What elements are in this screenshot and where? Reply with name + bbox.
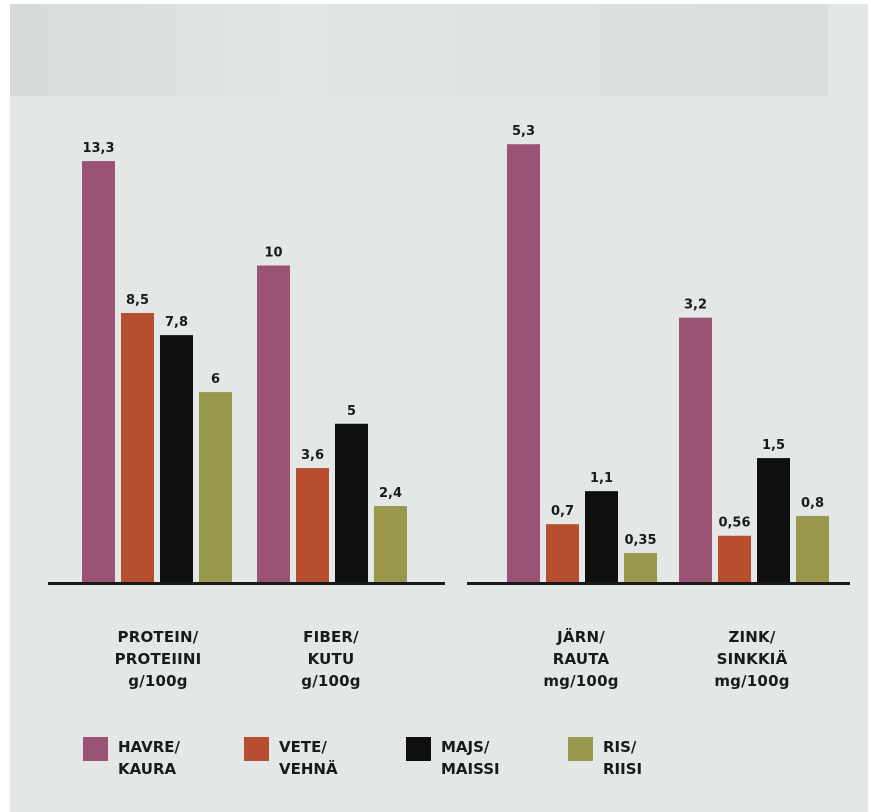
category-label: PROTEIN/ <box>118 628 199 646</box>
legend-label: VEHNÄ <box>279 759 338 778</box>
category-label: PROTEIINI <box>115 650 202 668</box>
data-label: 1,5 <box>762 438 785 453</box>
data-label: 5 <box>347 404 356 419</box>
bar <box>757 458 790 582</box>
category-label: mg/100g <box>543 672 618 690</box>
data-label: 3,6 <box>301 448 324 463</box>
bar <box>624 553 657 582</box>
category-label: SINKKIÄ <box>717 649 788 668</box>
legend-swatch <box>244 737 269 761</box>
legend-label: RIS/ <box>603 738 637 756</box>
bar <box>296 468 329 582</box>
legend-swatch <box>568 737 593 761</box>
legend-label: KAURA <box>118 760 177 778</box>
data-label: 2,4 <box>379 486 402 501</box>
legend-swatch <box>83 737 108 761</box>
bar <box>257 265 290 582</box>
bar <box>507 144 540 582</box>
data-label: 0,7 <box>551 504 574 519</box>
legend-label: MAISSI <box>441 760 500 778</box>
data-label: 8,5 <box>126 293 149 308</box>
category-label: g/100g <box>128 672 187 690</box>
bar <box>160 335 193 582</box>
data-label: 6 <box>211 372 220 387</box>
bar <box>546 524 579 582</box>
legend-label: MAJS/ <box>441 738 490 756</box>
category-label: RAUTA <box>553 650 610 668</box>
bar <box>82 161 115 582</box>
data-label: 1,1 <box>590 471 613 486</box>
bar <box>335 423 368 582</box>
legend-label: HAVRE/ <box>118 738 181 756</box>
data-label: 5,3 <box>512 124 535 139</box>
bar <box>585 491 618 582</box>
data-label: 0,8 <box>801 496 824 511</box>
legend-label: VETE/ <box>279 738 327 756</box>
legend-label: RIISI <box>603 760 642 778</box>
data-label: 10 <box>264 246 282 261</box>
data-label: 3,2 <box>684 298 707 313</box>
category-label: KUTU <box>308 650 355 668</box>
category-label: ZINK/ <box>728 628 775 646</box>
bar <box>374 506 407 582</box>
bar <box>718 535 751 582</box>
header-band <box>10 4 828 96</box>
data-label: 7,8 <box>165 315 188 330</box>
legend-swatch <box>406 737 431 761</box>
bar <box>679 317 712 582</box>
category-label: mg/100g <box>714 672 789 690</box>
data-label: 0,56 <box>718 516 750 531</box>
bar <box>199 392 232 582</box>
category-label: JÄRN/ <box>556 627 605 646</box>
bar <box>121 312 154 582</box>
category-label: g/100g <box>301 672 360 690</box>
data-label: 0,35 <box>624 533 656 548</box>
category-label: FIBER/ <box>303 628 359 646</box>
bar <box>796 515 829 582</box>
data-label: 13,3 <box>82 141 114 156</box>
